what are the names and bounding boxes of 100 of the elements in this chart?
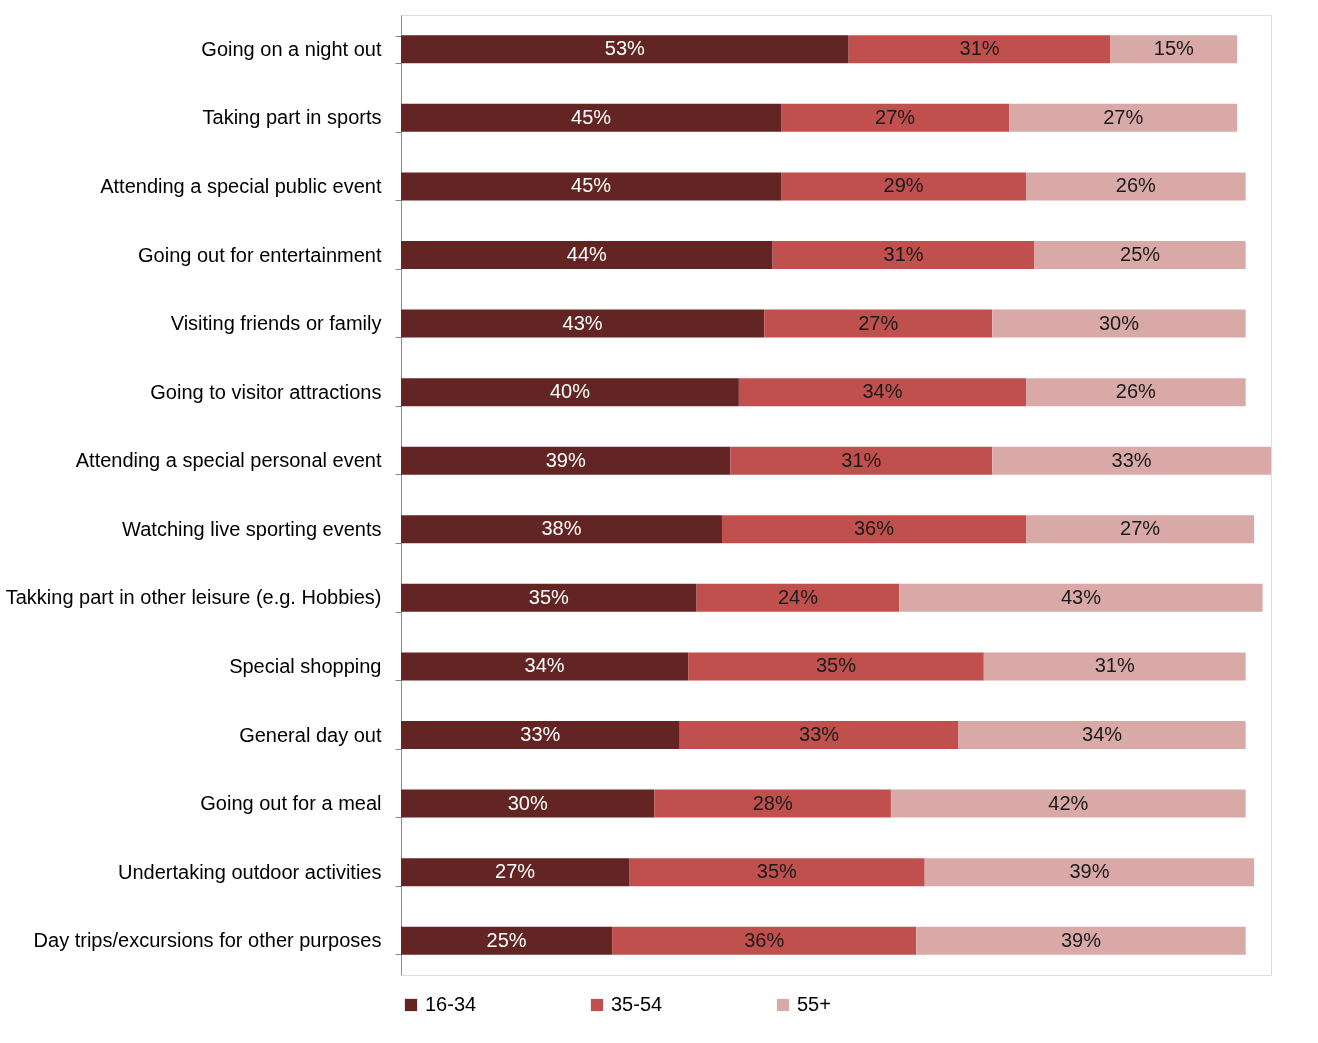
bar (654, 789, 891, 818)
data-label: 42% (1048, 791, 1089, 814)
data-label: 25% (486, 928, 527, 951)
data-label: 26% (1115, 174, 1157, 197)
data-label: 33% (1111, 448, 1152, 471)
bar (983, 652, 1246, 681)
bar (401, 789, 655, 818)
bar (688, 652, 984, 681)
data-label: 15% (1153, 37, 1195, 60)
y-tick-label: Day trips/excursions for other purposes (33, 929, 382, 952)
data-label: 27% (495, 860, 536, 883)
y-tick-label: Watching live sporting events (122, 517, 382, 540)
legend-label: 55+ (797, 993, 831, 1015)
bar (401, 926, 613, 955)
data-label: 27% (875, 105, 916, 128)
bar (401, 172, 782, 201)
data-label: 27% (1120, 517, 1161, 540)
data-label: 25% (1120, 243, 1161, 265)
data-label: 43% (562, 311, 603, 334)
bar (992, 446, 1271, 475)
y-tick-label: Taking part in sports (202, 106, 382, 129)
bar (899, 583, 1263, 612)
y-tick-label: Attending a special personal event (75, 449, 382, 472)
legend-label: 16-34 (425, 993, 477, 1015)
data-label: 31% (841, 448, 882, 471)
data-label: 36% (744, 928, 785, 951)
data-label: 29% (883, 174, 924, 197)
bar (401, 309, 765, 338)
data-label: 34% (524, 654, 565, 677)
bar (924, 858, 1255, 887)
bar (401, 583, 697, 612)
data-label: 31% (883, 243, 924, 265)
bar (401, 721, 680, 749)
y-tick-label: Attending a special public event (100, 174, 382, 197)
y-tick-label: Special shopping (229, 654, 382, 677)
data-label: 24% (777, 585, 819, 608)
bar (916, 926, 1246, 955)
bar (1026, 378, 1246, 407)
data-label: 26% (1115, 380, 1157, 403)
data-label: 31% (959, 37, 1000, 60)
data-label: 39% (1069, 860, 1110, 883)
bar (401, 378, 739, 407)
data-label: 30% (1098, 311, 1140, 334)
bar (958, 721, 1246, 749)
data-label: 34% (862, 380, 903, 403)
data-label: 44% (566, 243, 608, 265)
bar (1110, 35, 1238, 64)
data-label: 53% (604, 37, 646, 60)
bar (629, 858, 925, 887)
data-label: 27% (858, 311, 899, 334)
bar (992, 309, 1246, 338)
bar (1034, 241, 1246, 269)
data-label: 43% (1060, 585, 1102, 608)
bar (738, 378, 1027, 407)
data-label: 27% (1103, 105, 1144, 128)
bar (781, 172, 1027, 201)
data-label: 33% (799, 723, 840, 745)
bar (781, 103, 1010, 132)
legend-label: 35-54 (611, 993, 663, 1015)
bar (679, 721, 959, 749)
y-tick-label: Visiting friends or family (170, 312, 382, 335)
y-tick-label: General day out (239, 723, 382, 746)
y-tick-label: Going to visitor attractions (150, 380, 382, 403)
data-label: 45% (571, 174, 612, 197)
bar (401, 446, 731, 475)
bar (772, 241, 1035, 269)
bar (401, 652, 689, 681)
data-label: 39% (545, 448, 586, 471)
data-label: 33% (520, 723, 561, 745)
data-label: 38% (541, 517, 582, 540)
bar (401, 515, 722, 544)
data-label: 45% (571, 105, 612, 128)
data-label: 39% (1060, 928, 1102, 951)
data-label: 35% (756, 860, 798, 883)
bar (1026, 172, 1246, 201)
bar (730, 446, 993, 475)
bar (401, 241, 773, 269)
y-tick-label: Going out for a meal (200, 792, 382, 815)
bar (401, 103, 782, 132)
data-label: 28% (752, 791, 793, 814)
bar (696, 583, 900, 612)
bar (848, 35, 1111, 64)
bar (1026, 515, 1255, 544)
bar (612, 926, 917, 955)
data-label: 30% (507, 791, 548, 814)
bar (764, 309, 993, 338)
bar (401, 35, 849, 64)
bar (401, 858, 630, 887)
bar (1009, 103, 1238, 132)
y-tick-label: Takking part in other leisure (e.g. Hobbies) (5, 586, 382, 609)
y-tick-label: Going on a night out (201, 37, 382, 60)
data-label: 35% (815, 654, 857, 677)
bar (890, 789, 1246, 818)
data-label: 34% (1082, 723, 1123, 745)
data-label: 31% (1094, 654, 1135, 677)
bar (721, 515, 1027, 544)
data-label: 36% (853, 517, 895, 540)
data-label: 35% (528, 585, 570, 608)
y-tick-label: Undertaking outdoor activities (118, 860, 382, 883)
y-tick-label: Going out for entertainment (138, 243, 382, 266)
